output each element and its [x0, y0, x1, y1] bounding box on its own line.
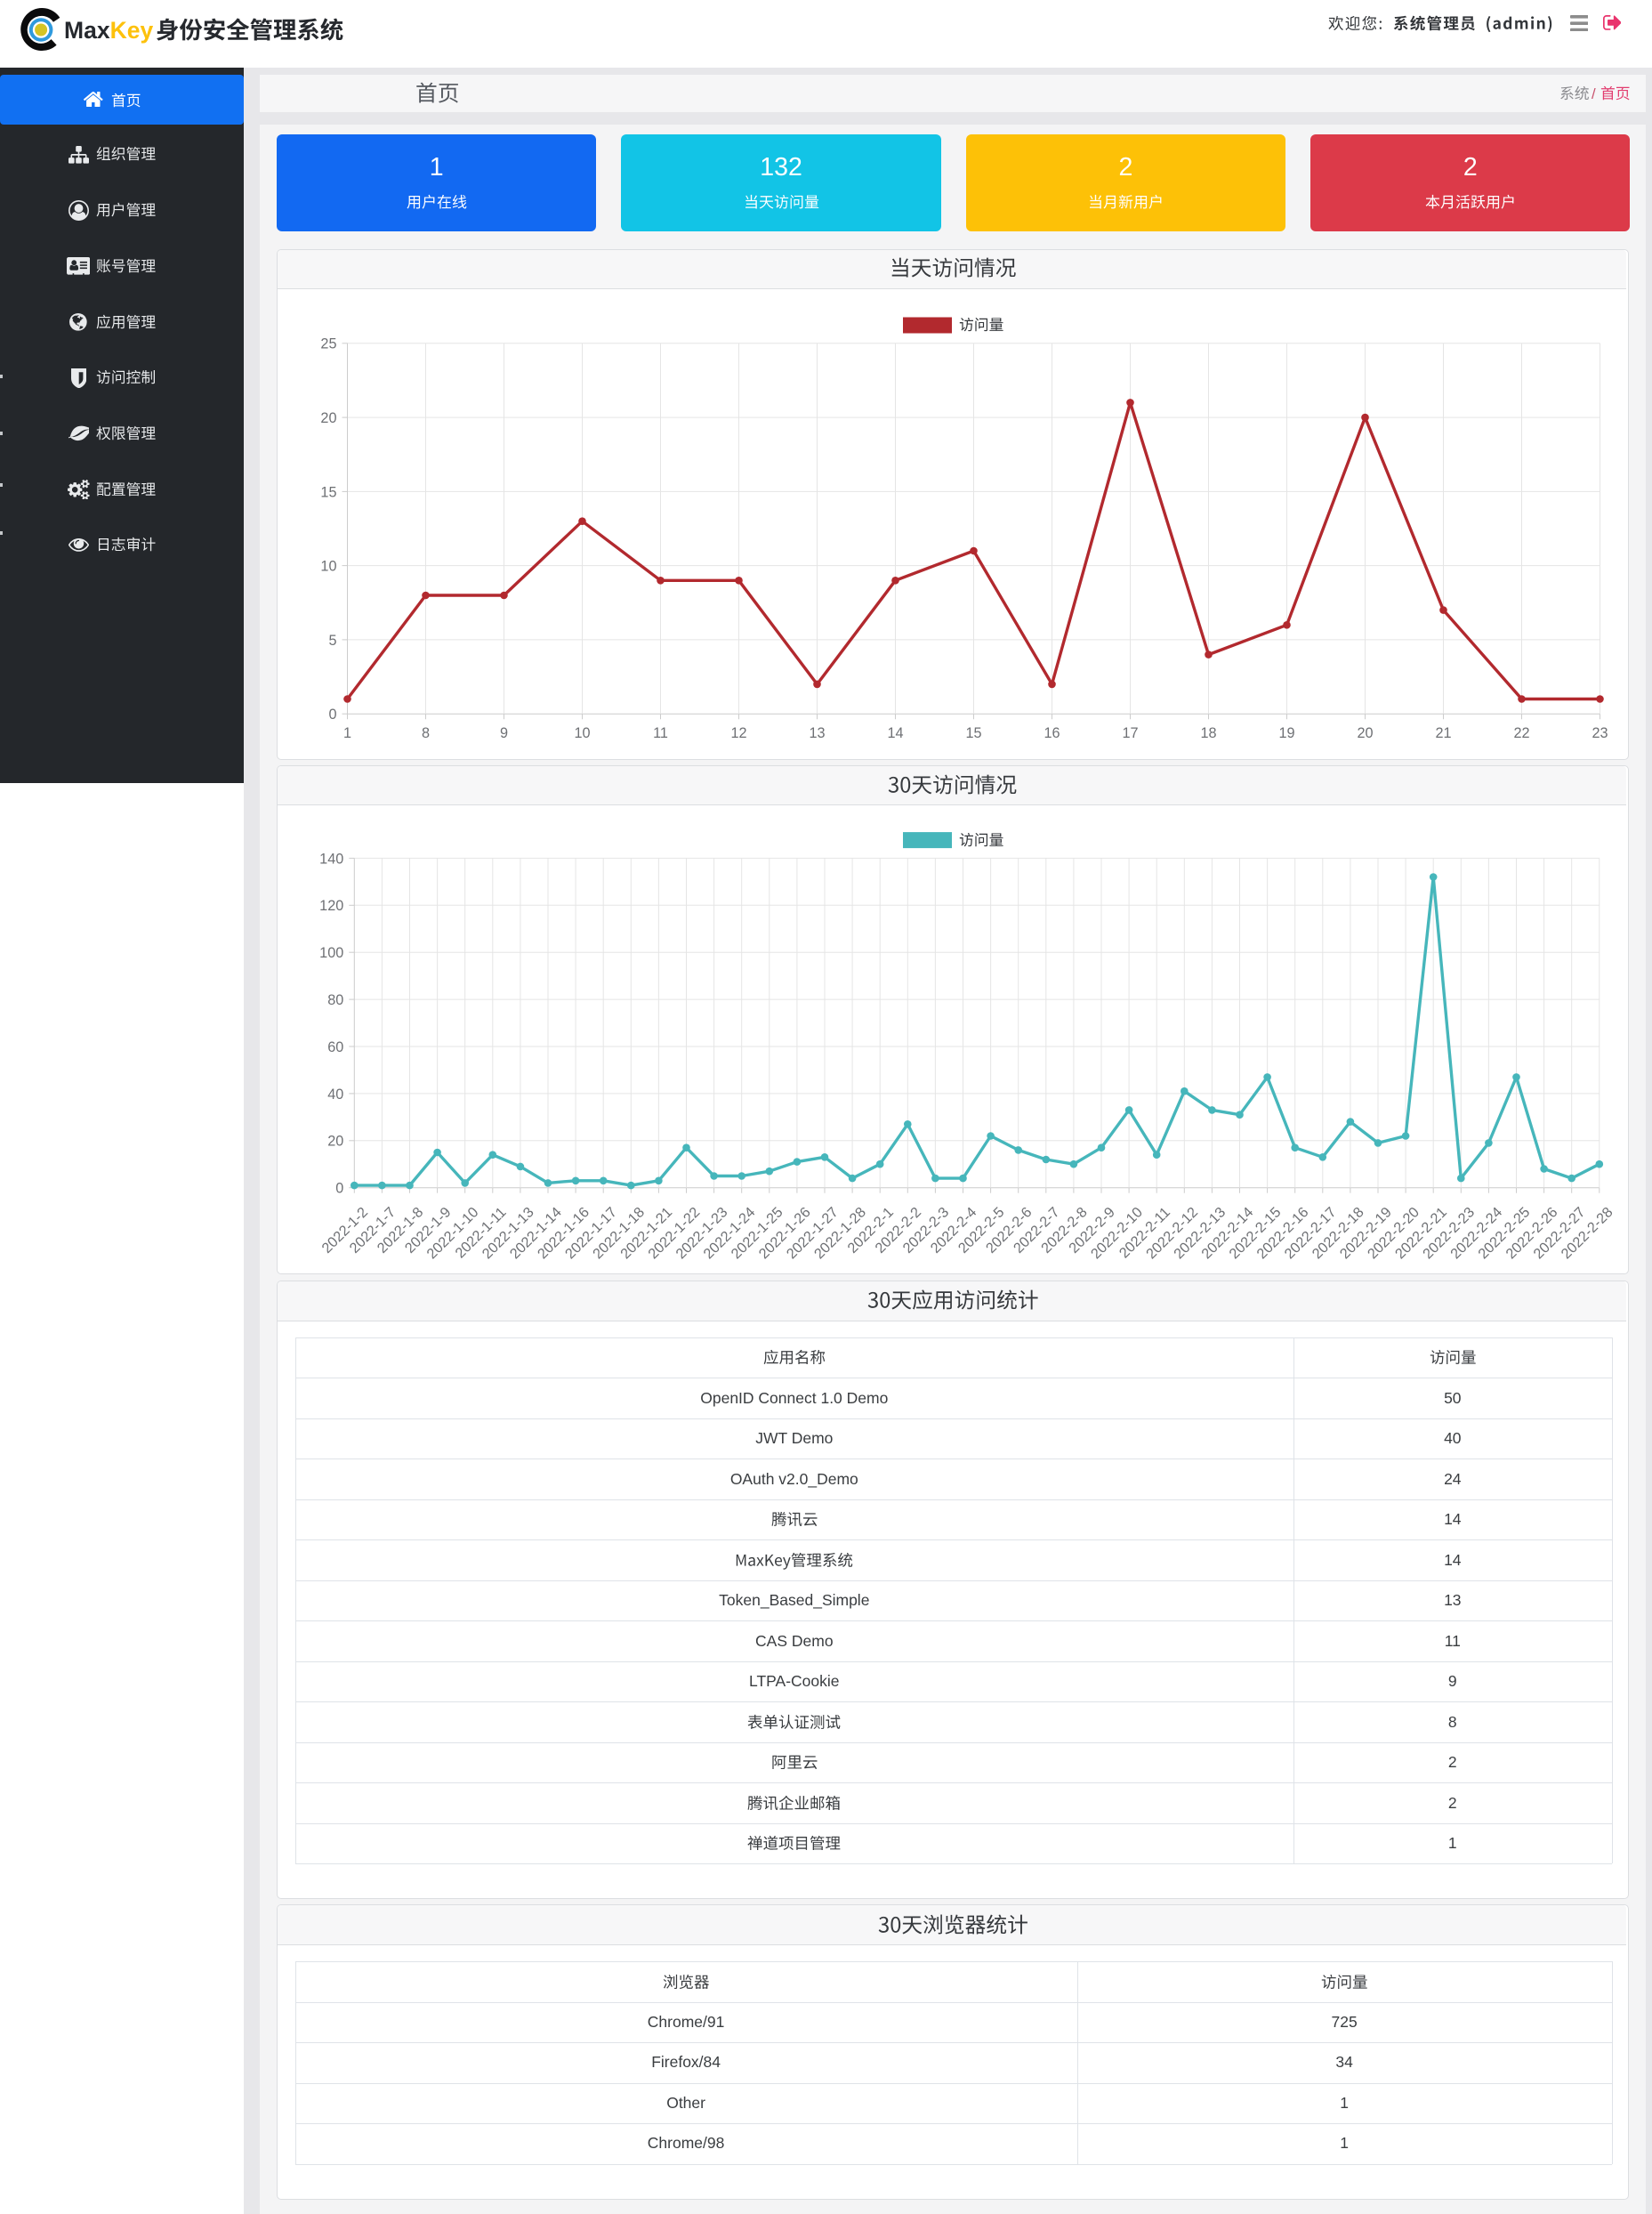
svg-text:25: 25: [320, 335, 336, 351]
svg-text:100: 100: [319, 945, 343, 961]
svg-text:14: 14: [887, 725, 903, 741]
svg-text:0: 0: [335, 1180, 343, 1196]
svg-text:18: 18: [1200, 725, 1216, 741]
svg-text:10: 10: [574, 725, 590, 741]
svg-text:12: 12: [730, 725, 746, 741]
svg-text:60: 60: [327, 1039, 343, 1055]
svg-text:0: 0: [328, 707, 336, 723]
svg-text:140: 140: [319, 851, 343, 867]
svg-text:8: 8: [422, 725, 430, 741]
svg-text:21: 21: [1435, 725, 1451, 741]
svg-text:16: 16: [1044, 725, 1060, 741]
svg-text:9: 9: [500, 725, 508, 741]
svg-text:80: 80: [327, 992, 343, 1008]
svg-text:22: 22: [1513, 725, 1529, 741]
svg-text:20: 20: [327, 1134, 343, 1150]
svg-text:23: 23: [1592, 725, 1608, 741]
svg-text:5: 5: [328, 632, 336, 648]
svg-text:20: 20: [320, 410, 336, 426]
svg-text:1: 1: [343, 725, 351, 741]
svg-text:10: 10: [320, 558, 336, 574]
svg-text:20: 20: [1357, 725, 1373, 741]
svg-text:15: 15: [320, 484, 336, 500]
svg-text:15: 15: [965, 725, 981, 741]
svg-text:40: 40: [327, 1087, 343, 1103]
svg-text:17: 17: [1122, 725, 1138, 741]
svg-text:11: 11: [653, 725, 668, 741]
svg-text:120: 120: [319, 898, 343, 914]
svg-text:19: 19: [1278, 725, 1294, 741]
svg-text:13: 13: [809, 725, 825, 741]
